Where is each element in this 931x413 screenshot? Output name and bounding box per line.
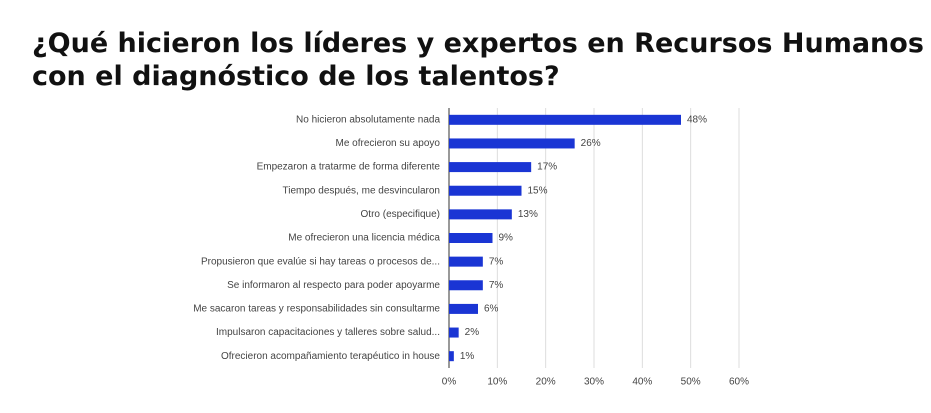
data-label: 7% [489, 256, 504, 267]
y-tick-label: Impulsaron capacitaciones y talleres sob… [216, 327, 440, 338]
x-tick-label: 40% [632, 377, 652, 388]
x-tick-label: 60% [729, 377, 749, 388]
y-tick-label: No hicieron absolutamente nada [296, 114, 440, 125]
x-tick-label: 0% [442, 377, 457, 388]
x-tick-label: 10% [487, 377, 507, 388]
y-tick-label: Otro (especifique) [361, 209, 440, 220]
bar [449, 114, 681, 125]
y-tick-label: Me ofrecieron una licencia médica [288, 233, 440, 244]
y-tick-label: Me ofrecieron su apoyo [335, 138, 440, 149]
x-tick-label: 20% [536, 377, 556, 388]
bar [449, 303, 478, 314]
chart-title: ¿Qué hicieron los líderes y expertos en … [32, 28, 924, 92]
y-tick-label: Propusieron que evalúe si hay tareas o p… [201, 256, 440, 267]
bar [449, 256, 483, 267]
y-tick-label: Se informaron al respecto para poder apo… [227, 280, 440, 291]
data-label: 15% [528, 185, 548, 196]
bar [449, 185, 522, 196]
data-label: 7% [489, 280, 504, 291]
bar [449, 138, 575, 149]
data-label: 26% [581, 138, 601, 149]
data-label: 6% [484, 304, 499, 315]
data-label: 13% [518, 209, 538, 220]
y-tick-label: Empezaron a tratarme de forma diferente [257, 162, 441, 173]
y-tick-label: Me sacaron tareas y responsabilidades si… [193, 304, 440, 315]
y-tick-label: Tiempo después, me desvincularon [283, 185, 441, 196]
x-tick-label: 50% [681, 377, 701, 388]
bar [449, 351, 454, 362]
bar [449, 233, 493, 243]
data-label: 9% [499, 233, 514, 244]
data-label: 48% [687, 114, 707, 125]
data-label: 2% [465, 327, 480, 338]
x-tick-label: 30% [584, 377, 604, 388]
bar [449, 162, 532, 173]
bar [449, 327, 459, 338]
bar [449, 280, 483, 291]
data-label: 17% [537, 162, 557, 173]
bar [449, 209, 512, 220]
y-tick-label: Ofrecieron acompañamiento terapéutico in… [221, 351, 440, 362]
data-label: 1% [460, 351, 475, 362]
